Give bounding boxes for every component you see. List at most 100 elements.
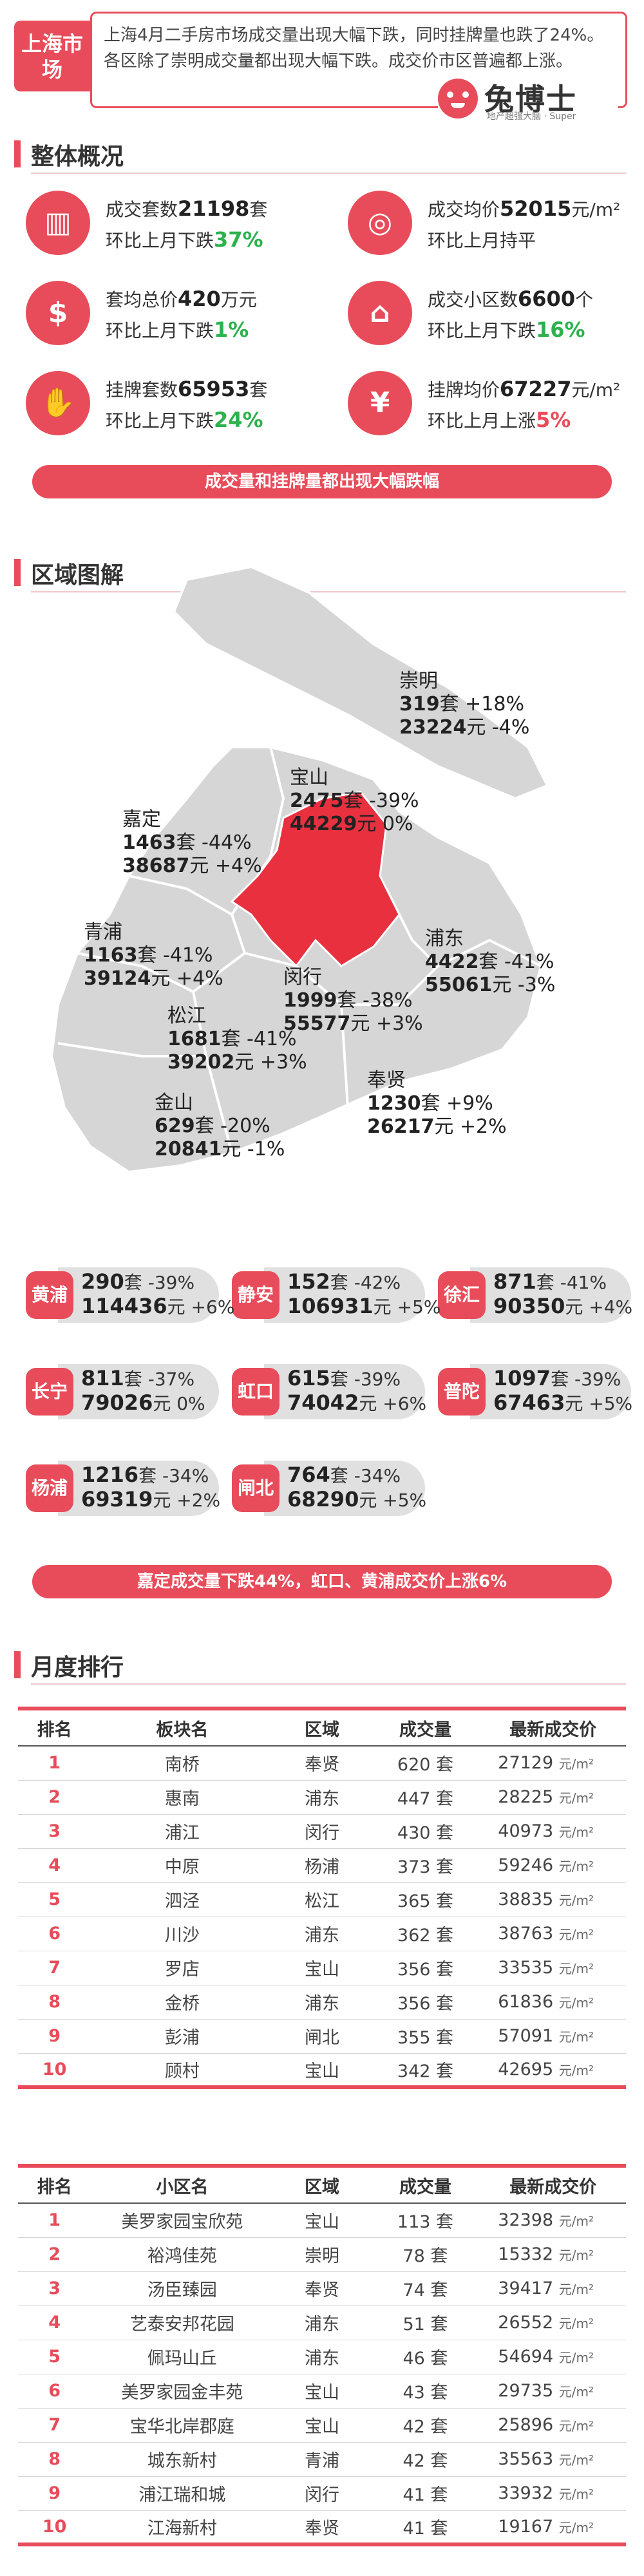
district-cell: 奉贤 — [273, 2510, 371, 2546]
stat-label: 成交小区数 — [428, 289, 518, 310]
rank-cell: 3 — [18, 1814, 91, 1849]
district-count-unit: 套 — [421, 1092, 440, 1115]
price-value: 54694 — [498, 2347, 559, 2367]
stat-line-1: 成交小区数6600个 — [428, 286, 593, 312]
price-unit: 元/m² — [558, 2452, 594, 2468]
name-cell: 顾村 — [91, 2053, 274, 2089]
card-price-unit: 元 — [565, 1393, 583, 1414]
volume-cell: 78 套 — [370, 2237, 480, 2272]
card-district-name: 闸北 — [232, 1464, 279, 1512]
price-value: 38763 — [498, 1924, 559, 1944]
stat-line-2: 环比上月持平 — [428, 227, 536, 252]
card-price-change: +5% — [391, 1296, 441, 1318]
district-name: 闵行 — [283, 966, 322, 989]
card-price-change: +5% — [377, 1490, 427, 1511]
district-price-line: 38687元 +4% — [122, 855, 262, 878]
table-row: 1 美罗家园宝欣苑 宝山 113 套 32398 元/m² — [18, 2203, 626, 2238]
section-bar — [14, 140, 21, 167]
price-unit: 元/m² — [558, 2029, 594, 2045]
card-price: 90350 — [493, 1294, 565, 1318]
district-count: 1999 — [283, 989, 337, 1012]
volume-cell: 620 套 — [370, 1746, 480, 1781]
card-count-change: -41% — [554, 1272, 607, 1293]
table-row: 6 川沙 浦东 362 套 38763 元/m² — [18, 1917, 626, 1951]
district-count-change: -38% — [356, 989, 413, 1012]
card-price-unit: 元 — [153, 1393, 171, 1414]
price-value: 59246 — [498, 1855, 559, 1875]
name-cell: 浦江 — [91, 1814, 274, 1849]
card-bg — [58, 1364, 219, 1419]
price-unit: 元/m² — [558, 1893, 594, 1908]
card-count-change: -39% — [348, 1368, 401, 1390]
price-value: 33932 — [498, 2483, 559, 2503]
district-price: 39202 — [167, 1051, 235, 1074]
district-price-change: 0% — [376, 813, 413, 835]
district-price: 20841 — [155, 1138, 222, 1160]
card-price-line: 69319元 +2% — [81, 1486, 220, 1512]
district-cell: 浦东 — [273, 1780, 371, 1815]
stat-line-1: 挂牌套数65953套 — [106, 376, 267, 402]
icon-glyph: ¥ — [370, 386, 390, 419]
card-price-change: 0% — [171, 1393, 205, 1414]
rank-cell: 5 — [18, 2340, 91, 2374]
stat-label: 挂牌均价 — [428, 379, 500, 401]
price-value: 26552 — [498, 2313, 559, 2333]
name-cell: 美罗家园金丰苑 — [91, 2374, 274, 2409]
region-banner: 嘉定成交量下跌44%，虹口、黄浦成交价上涨6% — [32, 1565, 612, 1598]
map-district-label: 松江 1681套 -41% 39202元 +3% — [167, 1005, 307, 1074]
card-count: 1097 — [493, 1366, 551, 1390]
card-bg — [58, 1267, 219, 1323]
district-price-line: 44229元 0% — [290, 813, 419, 836]
district-cell: 崇明 — [273, 2237, 371, 2272]
volume-cell: 355 套 — [370, 2019, 480, 2054]
column-header: 成交量 — [370, 2166, 480, 2204]
icon-glyph: $ — [48, 296, 68, 329]
card-district-name: 长宁 — [26, 1368, 73, 1416]
section-title: 区域图解 — [31, 562, 124, 589]
stat-line-2: 环比上月下跌1% — [106, 317, 249, 343]
table-row: 8 城东新村 青浦 42 套 35563 元/m² — [18, 2442, 626, 2477]
stat-change-label: 环比上月持平 — [428, 230, 536, 251]
name-cell: 南桥 — [91, 1746, 274, 1781]
card-price-unit: 元 — [167, 1296, 185, 1318]
price-unit: 元/m² — [558, 2316, 594, 2331]
district-count-change: -44% — [195, 831, 252, 854]
icon-glyph: ⌂ — [370, 296, 390, 329]
map-district-label: 青浦 1163套 -41% 39124元 +4% — [84, 921, 223, 990]
district-price: 38687 — [122, 855, 190, 877]
stat-label: 成交均价 — [428, 199, 500, 220]
rank-cell: 9 — [18, 2019, 91, 2054]
card-count-change: -39% — [142, 1272, 195, 1293]
table-row: 9 彭浦 闸北 355 套 57091 元/m² — [18, 2019, 626, 2054]
name-cell: 彭浦 — [91, 2019, 274, 2054]
card-price-unit: 元 — [373, 1296, 392, 1318]
card-count-line: 1216套 -34% — [81, 1462, 209, 1488]
card-price: 79026 — [81, 1390, 153, 1415]
table-row: 10 江海新村 奉贤 41 套 19167 元/m² — [18, 2510, 626, 2546]
rank-cell: 6 — [18, 1917, 91, 1951]
stat-line-2: 环比上月下跌16% — [428, 317, 585, 343]
district-price-line: 39202元 +3% — [167, 1051, 307, 1074]
card-count: 1216 — [81, 1463, 139, 1487]
district-price: 55577 — [283, 1012, 351, 1035]
rank-cell: 5 — [18, 1882, 91, 1917]
price-value: 15332 — [498, 2244, 559, 2264]
district-cell: 宝山 — [273, 2374, 371, 2409]
card-count-change: -42% — [348, 1272, 401, 1293]
section-divider — [31, 1683, 626, 1685]
district-cell: 宝山 — [273, 2053, 371, 2089]
stat-change-label: 环比上月下跌 — [106, 230, 214, 251]
district-count-line: 1681套 -41% — [167, 1028, 307, 1051]
district-cell: 宝山 — [273, 1951, 371, 1985]
price-cell: 42695 元/m² — [480, 2053, 626, 2089]
district-count-change: -41% — [240, 1028, 297, 1050]
name-cell: 汤臣臻园 — [91, 2271, 274, 2306]
icon-glyph: ◎ — [367, 206, 393, 239]
district-price-change: -3% — [511, 974, 556, 996]
card-count: 615 — [287, 1366, 330, 1390]
district-count-change: -20% — [214, 1115, 270, 1137]
price-unit: 元/m² — [558, 2248, 594, 2263]
header-row: 排名 小区名 区域 成交量 最新成交价 — [18, 2166, 626, 2204]
price-unit: 元/m² — [558, 1927, 594, 1942]
name-cell: 美罗家园宝欣苑 — [91, 2203, 274, 2238]
